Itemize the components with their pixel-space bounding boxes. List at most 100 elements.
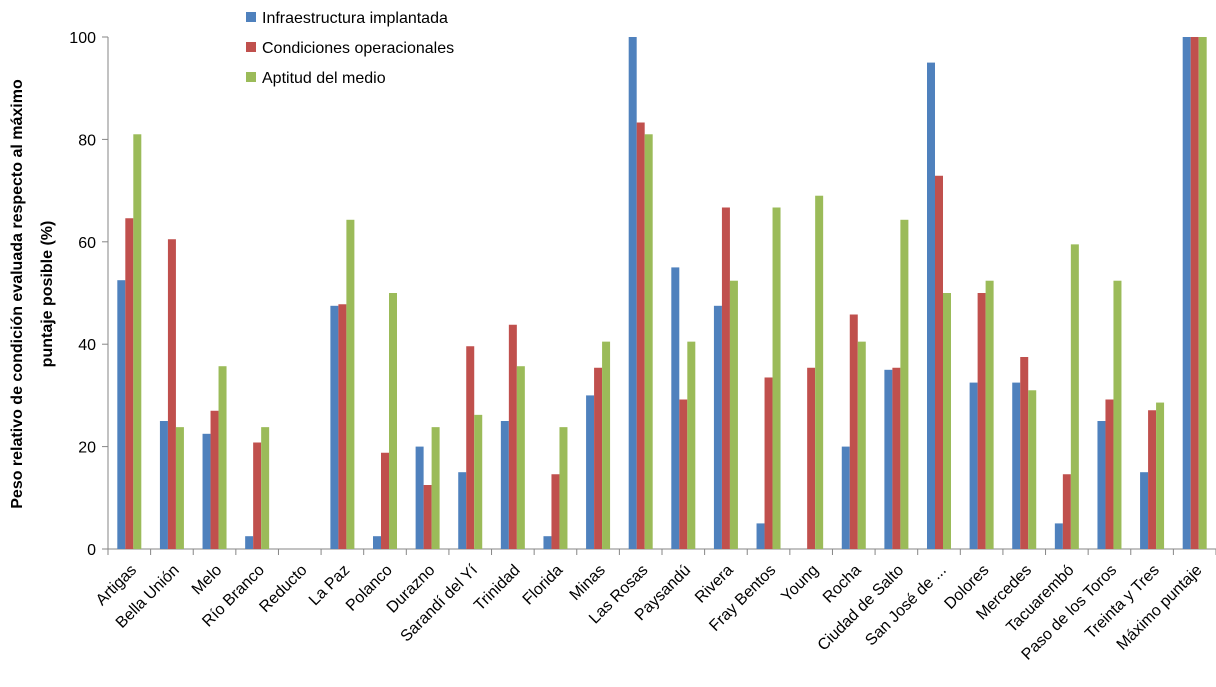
bar-aptitud-13 [687,341,696,549]
bar-condiciones-19 [935,175,943,549]
y-tick-label: 40 [78,337,96,354]
legend-label: Condiciones operacionales [262,40,454,57]
bar-condiciones-2 [210,410,219,549]
bar-condiciones-10 [551,474,560,549]
bar-condiciones-25 [1190,37,1199,549]
bar-aptitud-25 [1198,37,1207,549]
bar-infraestructura-13 [671,267,680,549]
x-tick-label: Sarandí del Yí [398,561,482,645]
bar-condiciones-0 [125,218,134,550]
legend-swatch [246,42,256,52]
bar-aptitud-23 [1113,280,1122,549]
bar-aptitud-7 [431,427,440,549]
bar-infraestructura-3 [245,536,254,549]
bar-condiciones-24 [1148,410,1157,549]
bar-infraestructura-10 [543,536,552,549]
bar-condiciones-5 [338,304,347,549]
bar-condiciones-1 [167,239,176,550]
bar-aptitud-3 [261,427,270,549]
bar-infraestructura-0 [117,280,126,549]
x-tick-label: Florida [520,562,567,609]
bar-aptitud-8 [474,414,483,549]
bar-aptitud-11 [602,341,611,549]
y-tick-label: 20 [78,440,96,457]
bar-condiciones-3 [253,442,262,549]
bar-infraestructura-23 [1097,421,1106,549]
x-tick-label: Young [778,562,822,606]
legend: Infraestructura implantada Condiciones op… [246,10,454,87]
bar-aptitud-22 [1070,244,1079,550]
bar-infraestructura-6 [373,536,381,549]
bar-condiciones-22 [1062,474,1071,549]
y-axis-title-line-2: puntaje posible (%) [39,221,56,368]
bar-condiciones-15 [764,377,773,549]
bar-aptitud-12 [644,134,653,549]
bar-infraestructura-20 [969,382,978,549]
bar-aptitud-16 [815,195,824,549]
bar-aptitud-19 [943,293,951,549]
bar-infraestructura-17 [841,446,850,549]
bar-condiciones-9 [508,324,517,549]
bar-infraestructura-14 [713,305,722,549]
y-tick-label: 100 [69,30,96,47]
bar-infraestructura-21 [1012,382,1021,549]
bar-infraestructura-5 [330,305,339,549]
legend-label: Aptitud del medio [262,70,386,87]
bar-aptitud-2 [218,366,227,549]
y-axis-title-line-1: Peso relativo de condición evaluada resp… [9,79,26,509]
bar-infraestructura-25 [1182,37,1191,549]
bar-aptitud-15 [772,207,781,549]
bar-aptitud-17 [857,341,866,549]
y-tick-label: 60 [78,235,96,252]
bar-condiciones-14 [721,207,730,549]
bar-aptitud-5 [346,219,355,549]
bar-condiciones-13 [679,399,688,549]
bar-infraestructura-11 [586,395,595,549]
bar-condiciones-18 [892,367,901,549]
bar-condiciones-16 [807,367,816,549]
bar-condiciones-20 [977,293,986,549]
bar-condiciones-6 [381,452,389,549]
bar-aptitud-14 [729,280,738,549]
bar-infraestructura-12 [628,37,637,549]
bar-aptitud-20 [985,280,994,549]
legend-swatch [246,12,256,22]
bar-aptitud-0 [133,134,142,549]
bar-infraestructura-9 [500,421,509,549]
bar-infraestructura-19 [927,62,935,549]
bar-infraestructura-7 [415,446,424,549]
bar-aptitud-18 [900,219,909,549]
legend-label: Infraestructura implantada [262,10,448,27]
bar-condiciones-8 [466,346,475,549]
legend-swatch [246,72,256,82]
y-tick-label: 0 [87,542,96,559]
bar-infraestructura-24 [1140,472,1149,549]
bar-aptitud-24 [1156,402,1165,549]
bar-infraestructura-15 [756,523,765,549]
bar-aptitud-21 [1028,390,1037,549]
bar-aptitud-6 [389,293,397,549]
bars [117,37,1207,550]
bar-infraestructura-8 [458,472,467,549]
bar-infraestructura-2 [202,433,211,549]
y-axis-title: Peso relativo de condición evaluada resp… [9,79,56,509]
bar-condiciones-17 [849,314,858,549]
y-tick-label: 80 [78,132,96,149]
x-tick-label: Reducto [256,562,310,616]
bar-condiciones-23 [1105,399,1114,549]
bar-aptitud-10 [559,427,568,549]
bar-infraestructura-22 [1054,523,1063,549]
x-tick-label: Treinta y Tres [1082,562,1163,643]
bar-condiciones-11 [594,367,603,549]
bar-infraestructura-1 [159,421,168,549]
bar-condiciones-12 [636,122,645,549]
x-tick-label: Trinidad [471,562,523,614]
bar-aptitud-1 [175,427,184,549]
bar-condiciones-7 [423,485,432,549]
bar-condiciones-21 [1020,357,1029,549]
x-tick-label: Melo [189,562,226,599]
bar-infraestructura-18 [884,369,893,549]
bar-aptitud-9 [516,366,525,549]
